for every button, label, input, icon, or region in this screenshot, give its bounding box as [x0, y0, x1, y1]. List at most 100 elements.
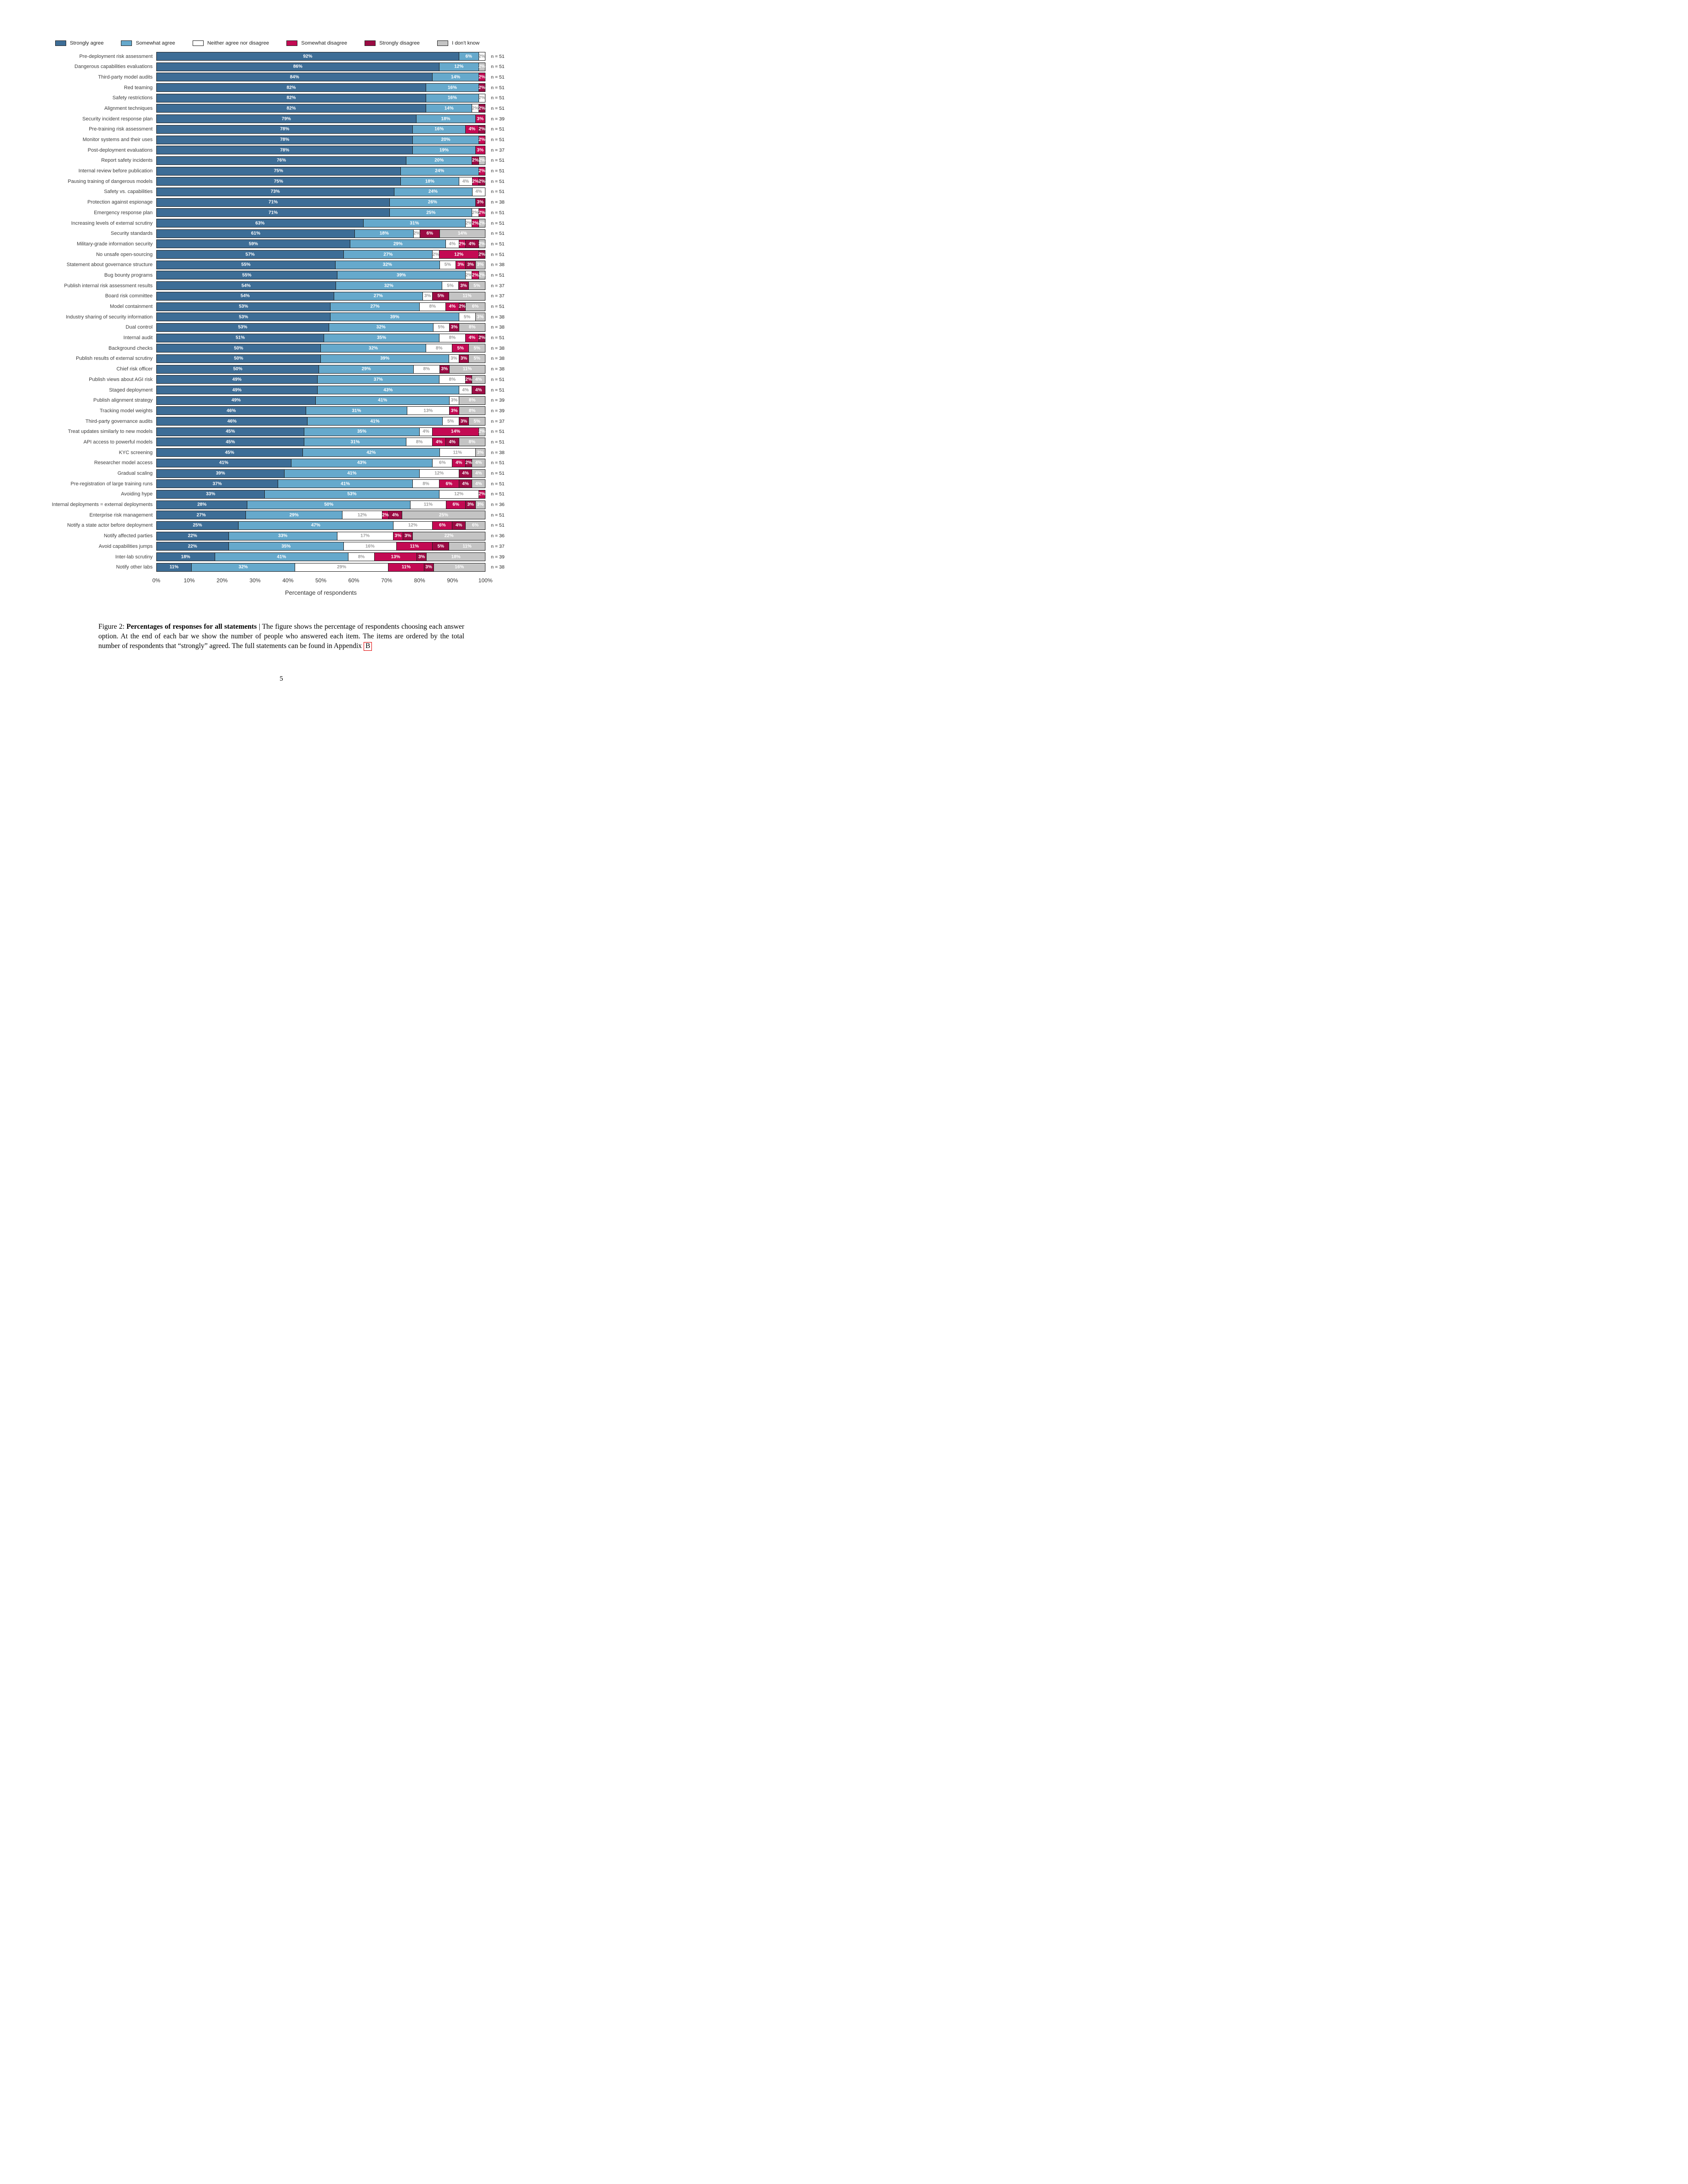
segment-value: 4%: [462, 481, 469, 487]
segment-dont-know: 8%: [459, 396, 485, 405]
chart-row: Security incident response plan 79% 18% 3% n…: [29, 114, 534, 124]
chart-row: Monitor systems and their uses 78% 20% 2% n …: [29, 135, 534, 144]
segment-value: 73%: [270, 189, 280, 194]
segment-value: 32%: [239, 564, 248, 570]
segment-value: 22%: [444, 533, 454, 539]
segment-dont-know: 18%: [427, 552, 485, 561]
row-label: Publish alignment strategy: [93, 398, 153, 404]
segment-neither: 8%: [439, 333, 466, 342]
x-tick: 20%: [217, 577, 228, 584]
segment-value: 6%: [426, 231, 433, 236]
segment-strongly-disagree: 4%: [452, 521, 466, 530]
segment-strongly-agree: 71%: [156, 198, 390, 207]
segment-value: 35%: [281, 544, 291, 549]
segment-value: 8%: [416, 439, 423, 445]
row-label: Researcher model access: [94, 460, 153, 466]
bar: 57% 27% 2% 12% 2%: [156, 250, 485, 259]
segment-value: 24%: [435, 168, 445, 174]
segment-strongly-agree: 39%: [156, 469, 285, 478]
segment-dont-know: 8%: [459, 406, 485, 415]
segment-somewhat-agree: 14%: [433, 73, 479, 82]
segment-dont-know: 4%: [472, 458, 485, 467]
segment-value: 11%: [401, 564, 411, 570]
segment-strongly-agree: 49%: [156, 386, 318, 394]
segment-value: 12%: [357, 512, 367, 518]
segment-value: 5%: [437, 293, 445, 299]
segment-neither: 8%: [419, 302, 446, 311]
bar: 84% 14% 2%: [156, 73, 485, 82]
row-label: Enterprise risk management: [89, 512, 153, 518]
segment-strongly-disagree: 4%: [472, 386, 485, 394]
x-axis: 0% 10% 20% 30% 40% 50% 60% 70% 80% 90% 100%: [152, 577, 492, 585]
segment-somewhat-agree: 35%: [228, 542, 344, 551]
segment-value: 37%: [212, 481, 222, 487]
row-label: Internal review before publication: [78, 168, 153, 174]
x-tick: 80%: [414, 577, 425, 584]
segment-value: 2%: [479, 241, 485, 247]
bar: 78% 16% 4% 2%: [156, 125, 485, 134]
row-label: Protection against espionage: [87, 199, 153, 205]
chart-row: Pre-registration of large training runs 3…: [29, 479, 534, 489]
chart-row: Protection against espionage 71% 26% 3% n = …: [29, 198, 534, 207]
bar: 53% 39% 5% 3%: [156, 313, 485, 322]
chart-row: Board risk committee 54% 27% 3% 5% 11% n = 37: [29, 291, 534, 301]
segment-dont-know: 3%: [475, 260, 485, 269]
appendix-b-link[interactable]: B: [363, 642, 372, 651]
segment-value: 61%: [251, 231, 261, 236]
segment-value: 6%: [472, 304, 479, 309]
segment-value: 6%: [439, 460, 446, 466]
segment-somewhat-disagree: 2%: [472, 219, 479, 228]
row-n: n = 51: [491, 220, 505, 226]
segment-strongly-disagree: 3%: [459, 281, 469, 290]
segment-strongly-disagree: 3%: [417, 552, 427, 561]
segment-strongly-agree: 22%: [156, 542, 229, 551]
chart-row: Bug bounty programs 55% 39% 2% 2% 2% n = 51: [29, 271, 534, 280]
segment-value: 3%: [467, 502, 474, 507]
somewhat-agree-swatch: [121, 40, 132, 46]
row-label: Publish results of external scrutiny: [76, 356, 153, 362]
row-n: n = 51: [491, 512, 505, 518]
segment-neither: 12%: [439, 489, 479, 499]
segment-value: 20%: [434, 158, 444, 163]
chart-row: Internal deployments = external deployme…: [29, 500, 534, 509]
segment-value: 5%: [457, 346, 464, 351]
segment-value: 2%: [479, 429, 485, 434]
segment-value: 27%: [383, 252, 393, 257]
segment-value: 22%: [188, 544, 197, 549]
segment-value: 49%: [232, 387, 242, 392]
segment-neither: 8%: [414, 364, 440, 374]
bar: 27% 29% 12% 2% 4% 25%: [156, 511, 485, 520]
segment-strongly-agree: 22%: [156, 531, 229, 540]
segment-value: 46%: [227, 419, 237, 424]
bar: 61% 18% 2% 6% 14%: [156, 229, 485, 238]
segment-somewhat-agree: 19%: [413, 146, 476, 155]
segment-neither: 8%: [426, 344, 453, 353]
segment-value: 39%: [216, 471, 225, 476]
segment-strongly-disagree: 2%: [479, 83, 485, 92]
segment-neither: 2%: [472, 104, 479, 113]
segment-value: 6%: [439, 523, 446, 528]
row-n: n = 51: [491, 105, 505, 111]
legend-label: Neither agree nor disagree: [207, 40, 269, 46]
segment-value: 29%: [337, 564, 347, 570]
segment-strongly-agree: 41%: [156, 458, 291, 467]
segment-value: 3%: [394, 533, 401, 539]
row-n: n = 38: [491, 366, 505, 372]
segment-strongly-disagree: 4%: [389, 511, 403, 520]
segment-strongly-disagree: 3%: [466, 260, 476, 269]
segment-neither: 5%: [442, 417, 459, 426]
segment-value: 2%: [465, 460, 472, 466]
segment-strongly-agree: 49%: [156, 375, 318, 384]
segment-value: 82%: [286, 106, 296, 111]
segment-value: 4%: [475, 481, 482, 487]
segment-dont-know: 25%: [402, 511, 485, 520]
segment-value: 4%: [449, 304, 456, 309]
segment-somewhat-disagree: 4%: [433, 438, 446, 447]
legend-item-strongly-agree: Strongly agree: [55, 40, 103, 46]
row-label: Emergency response plan: [94, 210, 153, 216]
row-n: n = 51: [491, 64, 505, 70]
legend-label: Somewhat disagree: [301, 40, 348, 46]
segment-strongly-agree: 79%: [156, 114, 416, 124]
segment-value: 24%: [428, 189, 438, 194]
segment-value: 3%: [404, 533, 411, 539]
